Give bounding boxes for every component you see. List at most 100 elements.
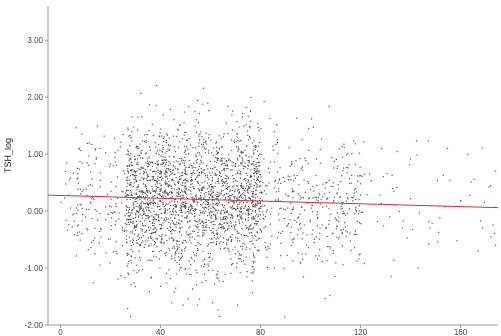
data-point xyxy=(216,161,218,164)
data-point xyxy=(233,196,235,198)
data-point xyxy=(363,173,365,176)
data-point xyxy=(127,272,129,274)
data-point xyxy=(175,177,177,179)
data-point xyxy=(245,248,247,250)
data-point xyxy=(157,171,159,173)
data-point xyxy=(186,215,188,217)
data-point xyxy=(145,231,147,233)
data-point xyxy=(196,158,199,161)
data-point xyxy=(127,150,129,153)
data-point xyxy=(222,168,225,170)
data-point xyxy=(161,225,163,227)
data-point xyxy=(105,252,107,254)
data-point xyxy=(301,169,303,171)
data-point xyxy=(251,175,253,178)
data-point xyxy=(233,202,235,204)
data-point xyxy=(158,217,160,219)
data-point xyxy=(198,152,201,154)
data-point xyxy=(138,250,140,252)
data-point xyxy=(202,260,204,262)
data-point xyxy=(208,265,210,267)
data-point xyxy=(177,161,179,163)
data-point xyxy=(256,162,258,164)
data-point xyxy=(160,187,162,190)
data-point xyxy=(322,183,324,185)
data-point xyxy=(174,205,176,207)
data-point xyxy=(225,230,227,232)
data-point xyxy=(275,179,277,182)
data-point xyxy=(127,127,129,129)
data-point xyxy=(245,172,247,174)
data-point xyxy=(131,230,133,232)
data-point xyxy=(217,152,219,154)
data-point xyxy=(250,232,252,234)
data-point xyxy=(184,185,186,187)
data-point xyxy=(349,232,351,234)
data-point xyxy=(126,189,128,191)
data-point xyxy=(353,234,355,236)
data-point xyxy=(198,189,200,191)
data-point xyxy=(248,162,250,164)
data-point xyxy=(178,252,180,254)
data-point xyxy=(230,240,232,242)
data-point xyxy=(142,190,144,192)
data-point xyxy=(182,242,184,244)
data-point xyxy=(236,266,238,268)
data-point xyxy=(220,176,222,178)
data-point xyxy=(249,125,251,127)
data-point xyxy=(166,168,168,170)
data-point xyxy=(205,148,207,150)
data-point xyxy=(269,243,271,245)
data-point xyxy=(228,158,230,160)
data-point xyxy=(256,173,258,175)
data-point xyxy=(76,234,78,236)
data-point xyxy=(167,193,169,195)
data-point xyxy=(232,181,235,183)
data-point xyxy=(235,173,237,175)
data-point xyxy=(418,212,420,214)
data-point xyxy=(216,277,218,279)
data-point xyxy=(220,164,222,166)
data-point xyxy=(188,153,190,155)
data-point xyxy=(288,179,290,181)
data-point xyxy=(160,172,162,174)
data-point xyxy=(211,176,214,179)
data-point xyxy=(227,132,229,134)
data-point xyxy=(126,254,128,256)
data-point xyxy=(151,161,153,163)
data-point xyxy=(184,205,186,207)
data-point xyxy=(189,236,191,238)
data-point xyxy=(160,242,163,244)
data-point xyxy=(332,232,334,234)
data-point xyxy=(428,221,430,223)
data-point xyxy=(234,189,236,191)
data-point xyxy=(267,246,269,248)
data-point xyxy=(79,188,81,191)
data-point xyxy=(355,198,357,201)
data-point xyxy=(260,205,262,208)
data-point xyxy=(203,208,205,210)
data-point xyxy=(138,233,140,235)
data-point xyxy=(188,273,190,276)
data-point xyxy=(156,213,158,215)
data-point xyxy=(253,168,255,170)
data-point xyxy=(159,201,161,203)
data-point xyxy=(141,214,143,217)
data-point xyxy=(168,208,170,210)
data-point xyxy=(260,192,262,194)
data-point xyxy=(184,217,186,219)
data-point xyxy=(163,206,165,208)
data-point xyxy=(156,187,159,189)
data-point xyxy=(156,180,158,183)
data-point xyxy=(142,178,145,181)
data-point xyxy=(256,168,258,170)
data-point xyxy=(198,112,200,115)
data-point xyxy=(271,207,273,209)
data-point xyxy=(193,211,195,213)
data-point xyxy=(126,177,128,179)
data-point xyxy=(356,175,358,177)
data-point xyxy=(202,87,205,89)
data-point xyxy=(280,242,282,244)
data-point xyxy=(215,197,217,199)
data-point xyxy=(140,228,142,230)
